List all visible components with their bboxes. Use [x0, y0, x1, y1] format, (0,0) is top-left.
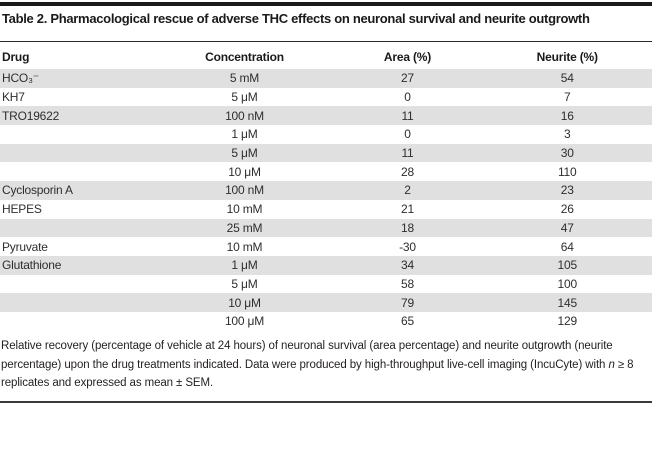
table-header-row: Drug Concentration Area (%) Neurite (%) [0, 44, 652, 69]
concentration-cell: 25 mM [156, 218, 333, 238]
area-cell: 58 [401, 276, 414, 291]
drug-cell [0, 275, 156, 294]
area-cell: -30 [399, 239, 416, 254]
column-header-concentration: Concentration [205, 49, 284, 64]
drug-cell: Cyclosporin A [0, 181, 157, 200]
column-header-drug: Drug [2, 49, 30, 64]
concentration-cell: 10 mM [226, 202, 263, 217]
results-table: Drug Concentration Area (%) Neurite (%) … [0, 44, 652, 331]
area-cell: 34 [332, 255, 483, 275]
drug-cell: Pyruvate [2, 239, 48, 254]
neurite-cell: 47 [482, 218, 652, 238]
table-row: 100 μM 65 129 [0, 312, 652, 331]
concentration-cell: 1 μM [156, 255, 333, 275]
drug-cell: HCO₃⁻ [0, 69, 157, 88]
drug-cell [0, 162, 156, 181]
neurite-cell: 23 [482, 181, 652, 200]
area-cell: 0 [404, 90, 411, 105]
area-cell: 11 [332, 106, 483, 126]
area-cell: 0 [404, 127, 411, 142]
neurite-cell: 129 [557, 314, 578, 329]
drug-cell [0, 125, 156, 144]
title-divider-rule [0, 41, 652, 42]
table-row: HEPES 10 mM 21 26 [0, 200, 652, 219]
area-cell: 11 [332, 143, 483, 163]
table-row: Pyruvate 10 mM -30 64 [0, 237, 652, 256]
neurite-cell: 30 [482, 143, 652, 163]
table-row: 10 μM 79 145 [0, 293, 652, 312]
neurite-cell: 145 [482, 293, 652, 312]
drug-cell [0, 312, 156, 331]
concentration-cell: 5 μM [231, 90, 258, 105]
area-cell: 79 [332, 293, 483, 312]
neurite-cell: 3 [563, 127, 571, 142]
concentration-cell: 10 mM [226, 239, 263, 254]
table-row: 25 mM 18 47 [0, 218, 652, 238]
table-row: 5 μM 11 30 [0, 143, 652, 163]
neurite-cell: 54 [482, 69, 652, 88]
concentration-cell: 5 μM [231, 276, 258, 291]
drug-cell [0, 143, 157, 163]
footnote-text-before: Relative recovery (percentage of vehicle… [1, 340, 613, 371]
drug-cell [0, 293, 157, 312]
concentration-cell: 10 μM [156, 293, 333, 312]
footnote-italic-n: n [608, 358, 615, 371]
concentration-cell: 100 nM [156, 106, 333, 126]
drug-cell [0, 218, 157, 238]
table-row: Cyclosporin A 100 nM 2 23 [0, 181, 652, 200]
concentration-cell: 5 μM [156, 143, 333, 163]
table-body: HCO₃⁻ 5 mM 27 54 KH7 5 μM 0 7 TRO19622 100 nM 11 16… [0, 69, 652, 331]
table-footnote: Relative recovery (percentage of vehicle… [1, 337, 651, 393]
area-cell: 27 [332, 69, 483, 88]
table-row: 1 μM 0 3 [0, 125, 652, 144]
area-cell: 28 [401, 164, 414, 179]
concentration-cell: 100 nM [156, 181, 333, 200]
column-header-area: Area (%) [383, 49, 432, 64]
table-row: HCO₃⁻ 5 mM 27 54 [0, 69, 652, 88]
neurite-cell: 7 [563, 90, 571, 105]
neurite-cell: 16 [482, 106, 652, 126]
neurite-cell: 105 [482, 255, 652, 275]
area-cell: 21 [401, 202, 414, 217]
table-row: KH7 5 μM 0 7 [0, 88, 652, 107]
table-row: 5 μM 58 100 [0, 275, 652, 294]
drug-cell: HEPES [2, 202, 42, 217]
table-row: Glutathione 1 μM 34 105 [0, 255, 652, 275]
neurite-cell: 26 [560, 202, 574, 217]
area-cell: 2 [332, 181, 483, 200]
neurite-cell: 110 [557, 164, 577, 179]
concentration-cell: 10 μM [228, 164, 261, 179]
drug-cell: Glutathione [0, 255, 157, 275]
neurite-cell: 64 [560, 239, 574, 254]
drug-cell: TRO19622 [0, 106, 157, 126]
top-divider-bar [0, 2, 652, 6]
concentration-cell: 1 μM [231, 127, 258, 142]
footnote-text-after: ≥ 8 replicates and expressed as mean ± S… [1, 358, 634, 390]
concentration-cell: 100 μM [224, 314, 265, 329]
table-title: Table 2. Pharmacological rescue of adver… [2, 11, 590, 26]
table-row: TRO19622 100 nM 11 16 [0, 106, 652, 126]
table-row: 10 μM 28 110 [0, 162, 652, 181]
concentration-cell: 5 mM [156, 69, 333, 88]
column-header-neurite: Neurite (%) [536, 49, 598, 64]
neurite-cell: 100 [557, 276, 578, 291]
drug-cell: KH7 [2, 90, 25, 105]
bottom-divider-rule [0, 401, 652, 403]
area-cell: 65 [401, 314, 414, 329]
area-cell: 18 [332, 218, 483, 238]
